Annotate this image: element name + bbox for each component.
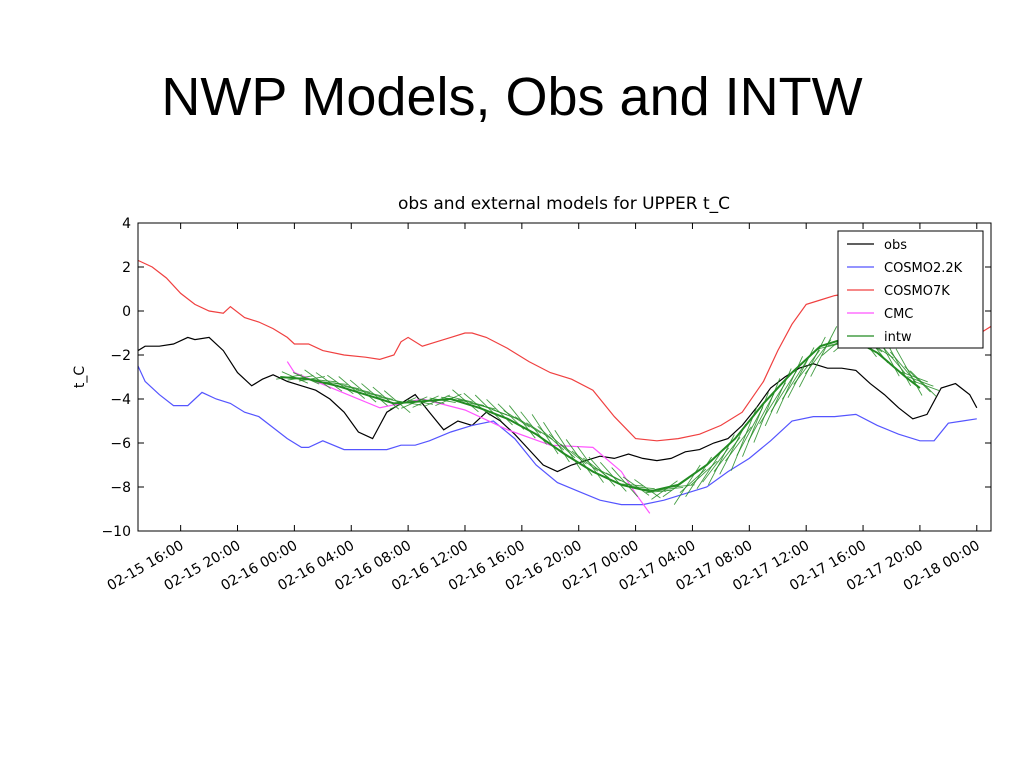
- legend-label-cmc: CMC: [884, 307, 913, 322]
- intw-forecast-segment: [446, 395, 473, 403]
- intw-forecast-segment: [634, 479, 661, 499]
- y-tick-label: −2: [110, 348, 131, 364]
- intw-forecast-segment: [909, 370, 937, 397]
- legend-label-cosmo2-2k: COSMO2.2K: [884, 261, 963, 276]
- intw-forecast-segment: [904, 366, 931, 393]
- series-line-cosmo7k: [138, 259, 991, 442]
- intw-forecast-segment: [315, 372, 343, 392]
- intw-forecast-segment: [503, 410, 530, 428]
- series-line-intw: [280, 336, 921, 493]
- intw-forecast-segment: [736, 407, 764, 456]
- intw-forecast-segment: [560, 443, 587, 465]
- intw-forecast-segment: [344, 385, 371, 393]
- intw-forecast-segment: [747, 393, 775, 442]
- intw-forecast-segment: [810, 326, 838, 377]
- series-line-cosmo2-2k: [138, 365, 977, 506]
- intw-forecast-segment: [895, 348, 923, 396]
- chart-title: obs and external models for UPPER t_C: [398, 194, 730, 214]
- intw-forecast-segment: [508, 405, 536, 439]
- legend-label-obs: obs: [884, 238, 907, 253]
- intw-forecast-segment: [577, 446, 604, 483]
- intw-forecast-segment: [304, 369, 331, 389]
- intw-forecast-segment: [605, 472, 633, 487]
- y-tick-label: −10: [101, 524, 131, 540]
- y-tick-label: 2: [122, 260, 131, 276]
- legend-label-cosmo7k: COSMO7K: [884, 284, 950, 299]
- y-tick-label: −4: [110, 392, 131, 408]
- plot-area: [137, 222, 992, 532]
- y-tick-label: 0: [122, 304, 131, 320]
- intw-forecast-segment: [912, 380, 940, 392]
- intw-forecast-segment: [383, 390, 411, 414]
- intw-forecast-segment: [651, 480, 678, 500]
- y-axis-label: t_C: [72, 366, 88, 388]
- intw-forecast-segment: [355, 389, 382, 397]
- intw-forecast-segment: [332, 382, 360, 390]
- series-line-obs: [138, 336, 978, 473]
- y-tick-label: 4: [122, 216, 131, 232]
- y-tick-label: −6: [110, 436, 131, 452]
- intw-forecast-segment: [781, 357, 809, 400]
- intw-forecast-segment: [611, 467, 639, 498]
- intw-forecast-segment: [298, 376, 325, 382]
- series-intw-hatch: [276, 323, 940, 505]
- slide-title: NWP Models, Obs and INTW: [161, 67, 863, 127]
- intw-forecast-segment: [367, 392, 394, 400]
- plot-frame: [137, 222, 992, 532]
- intw-forecast-segment: [458, 399, 485, 406]
- intw-forecast-segment: [571, 450, 599, 472]
- intw-forecast-segment: [696, 448, 724, 490]
- legend: obs COSMO2.2K COSMO7K CMC intw: [837, 230, 984, 349]
- series-line-cmc: [286, 361, 651, 514]
- intw-forecast-segment: [514, 416, 542, 434]
- intw-forecast-segment: [719, 423, 747, 475]
- y-axis: −10 −8 −6 −4 −2 0 2 4: [101, 216, 991, 540]
- intw-forecast-segment: [725, 426, 752, 462]
- y-tick-label: −8: [110, 480, 131, 496]
- intw-forecast-segment: [526, 422, 553, 440]
- legend-label-intw: intw: [884, 330, 912, 345]
- intw-forecast-segment: [622, 476, 650, 496]
